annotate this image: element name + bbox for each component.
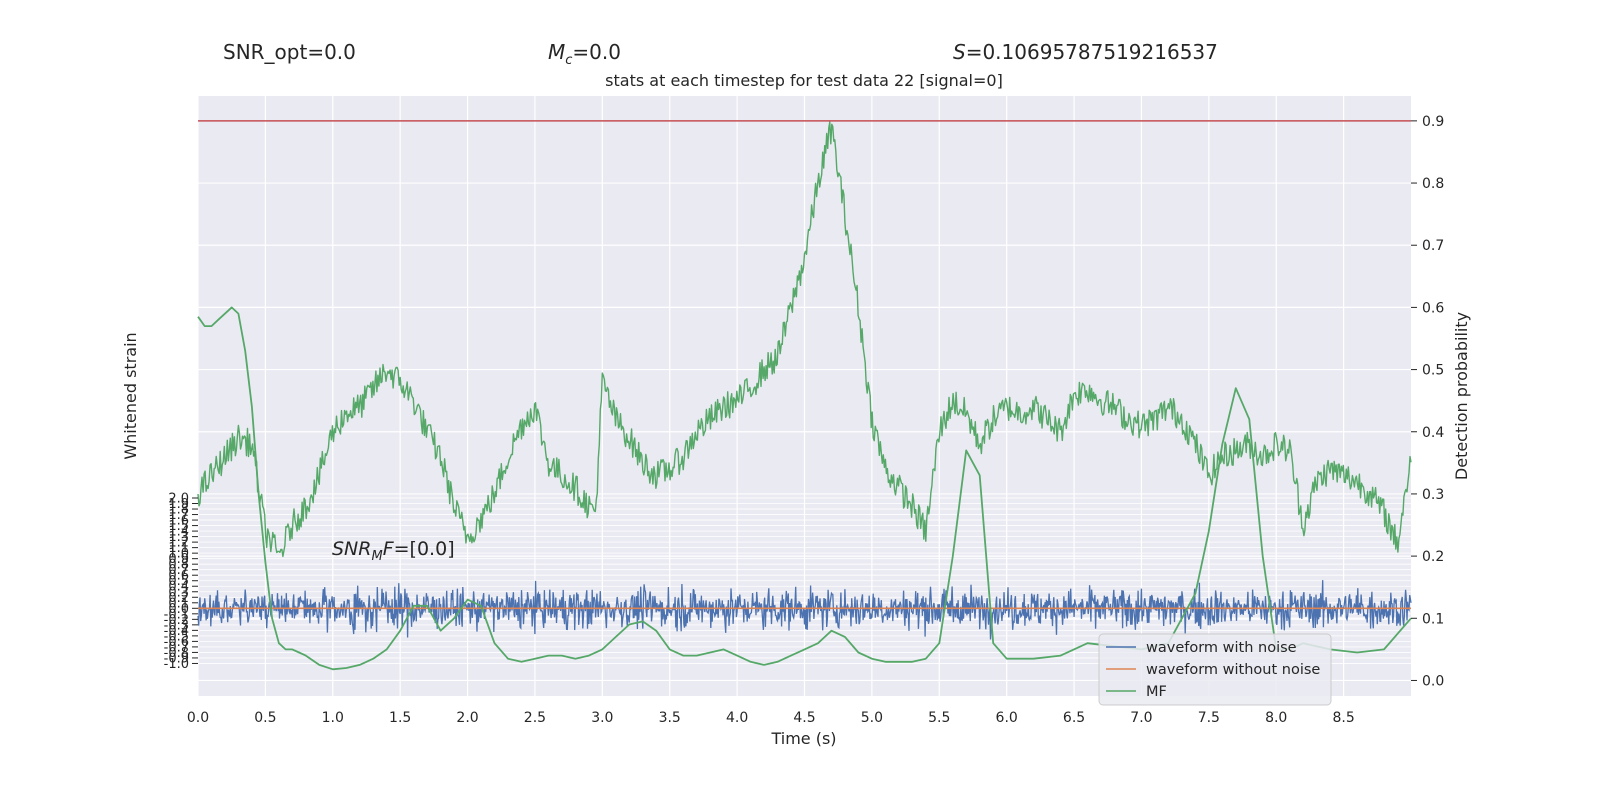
legend-box <box>1098 633 1332 706</box>
legend-label-waveform-without-noise: waveform without noise <box>1146 662 1320 678</box>
left-tick-label: 0.8 <box>168 558 189 573</box>
snr-mf-value: =[0.0] <box>394 538 455 560</box>
snr-mf-symbol: SNR <box>332 538 371 560</box>
left-tick-label: 0.3 <box>168 585 189 600</box>
left-ticks: 2.01.91.81.71.61.51.41.31.21.11.00.90.80… <box>164 492 198 672</box>
left-tick-label: 1.7 <box>168 508 189 523</box>
right-tick-label: 0.0 <box>1422 673 1444 689</box>
snr-opt-label: SNR_opt=0.0 <box>223 40 356 64</box>
left-tick-label: 0.2 <box>168 591 189 606</box>
x-tick-label: 4.0 <box>726 710 748 726</box>
chirp-mass-subscript: c <box>565 53 572 68</box>
right-tick-label: 0.3 <box>1422 487 1444 503</box>
left-tick-label: 2.0 <box>168 492 189 507</box>
s-value-label: S=0.10695787519216537 <box>953 40 1218 64</box>
left-tick-label: 1.0 <box>168 547 189 562</box>
x-tick-label: 3.5 <box>659 710 681 726</box>
s-value: =0.10695787519216537 <box>966 40 1218 64</box>
left-tick-label: 1.5 <box>168 519 189 534</box>
s-symbol: S <box>953 40 966 64</box>
right-tick-label: 0.5 <box>1422 363 1444 379</box>
x-axis-label: Time (s) <box>770 729 836 748</box>
x-tick-label: 1.5 <box>389 710 411 726</box>
series-waveform-with-noise <box>197 580 1412 640</box>
series-detection-probability <box>197 121 1412 558</box>
chirp-mass-symbol: M <box>548 40 565 64</box>
left-axis-label: Whitened strain <box>121 332 140 459</box>
left-tick-label: -0.3 <box>164 618 189 633</box>
left-tick-label: -0.7 <box>164 640 189 655</box>
x-tick-label: 0.5 <box>254 710 276 726</box>
right-tick-label: 0.7 <box>1422 238 1444 254</box>
left-tick-label: 0.4 <box>168 580 189 595</box>
x-tick-label: 0.0 <box>187 710 209 726</box>
x-tick-label: 4.5 <box>793 710 815 726</box>
x-tick-label: 7.5 <box>1198 710 1220 726</box>
left-tick-label: -0.6 <box>164 635 189 650</box>
right-tick-label: 0.6 <box>1422 300 1444 316</box>
x-tick-label: 5.0 <box>861 710 883 726</box>
right-tick-label: 0.2 <box>1422 549 1444 565</box>
left-tick-label: -1.0 <box>164 657 189 672</box>
right-ticks: 0.0 0.1 0.2 0.3 0.4 0.5 0.6 0.7 0.8 0.9 <box>1411 114 1444 689</box>
snr-mf-subscript: M <box>371 549 382 564</box>
right-axis-label: Detection probability <box>1452 312 1471 480</box>
left-tick-label: 0.6 <box>168 569 189 584</box>
right-tick-label: 0.1 <box>1422 611 1444 627</box>
left-tick-label: 1.8 <box>168 503 189 518</box>
x-tick-label: 6.0 <box>996 710 1018 726</box>
x-tick-label: 8.0 <box>1265 710 1287 726</box>
right-tick-label: 0.4 <box>1422 425 1444 441</box>
right-tick-label: 0.9 <box>1422 114 1444 130</box>
left-tick-label: 0.9 <box>168 552 189 567</box>
left-tick-label: -0.8 <box>164 646 189 661</box>
left-tick-label: 1.2 <box>168 536 189 551</box>
snr-mf-suffix: F <box>383 538 395 560</box>
left-tick-label: 1.3 <box>168 530 189 545</box>
legend-label-mf: MF <box>1146 684 1167 700</box>
right-tick-label: 0.8 <box>1422 176 1444 192</box>
left-tick-label: -0.9 <box>164 651 189 666</box>
legend: waveform with noise waveform without noi… <box>1098 633 1332 706</box>
left-tick-label: 0.1 <box>168 596 189 611</box>
x-tick-label: 2.5 <box>524 710 546 726</box>
waveform-noise-line <box>197 580 1412 640</box>
x-grid <box>197 96 1345 696</box>
left-tick-label: 0.5 <box>168 574 189 589</box>
left-tick-label: -0.1 <box>164 607 189 622</box>
x-tick-label: 1.0 <box>322 710 344 726</box>
x-tick-label: 7.0 <box>1130 710 1152 726</box>
chirp-mass-value: =0.0 <box>572 40 621 64</box>
left-tick-label: 0.7 <box>168 563 189 578</box>
snr-mf-annotation: SNRMF=[0.0] <box>332 538 455 564</box>
detection-probability-line <box>197 121 1412 558</box>
x-tick-label: 3.0 <box>591 710 613 726</box>
x-tick-label: 8.5 <box>1332 710 1354 726</box>
left-tick-label: 1.9 <box>168 497 189 512</box>
left-tick-label: -0.5 <box>164 629 189 644</box>
chart-title: stats at each timestep for test data 22 … <box>605 71 1003 90</box>
left-tick-label: -0.4 <box>164 624 189 639</box>
left-tick-label: 1.6 <box>168 514 189 529</box>
x-tick-label: 6.5 <box>1063 710 1085 726</box>
legend-label-waveform-with-noise: waveform with noise <box>1146 640 1297 656</box>
chirp-mass-label: Mc=0.0 <box>548 40 621 68</box>
left-tick-label: 0.0 <box>168 602 189 617</box>
x-tick-label: 5.5 <box>928 710 950 726</box>
x-ticks: 0.0 0.5 1.0 1.5 2.0 2.5 3.0 3.5 4.0 4.5 5.0 5.5 6.0 6… <box>187 710 1355 726</box>
x-tick-label: 2.0 <box>456 710 478 726</box>
left-tick-label: 1.1 <box>168 541 189 556</box>
left-tick-label: 1.4 <box>168 525 189 540</box>
left-tick-label: -0.2 <box>164 613 189 628</box>
